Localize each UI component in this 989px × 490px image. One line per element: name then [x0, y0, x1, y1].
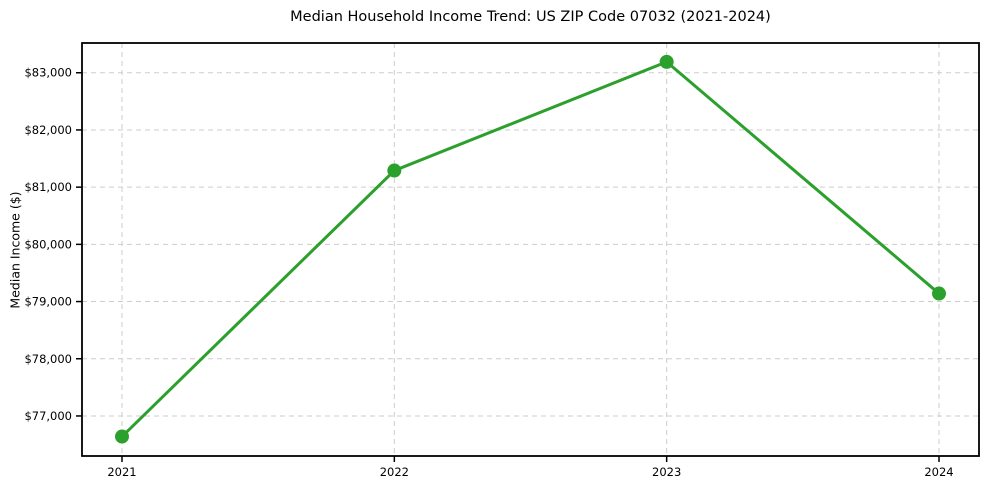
- data-point-marker: [387, 163, 402, 178]
- x-tick-label: 2024: [924, 465, 953, 479]
- x-tick-label: 2023: [652, 465, 681, 479]
- y-tick-label: $78,000: [24, 352, 72, 366]
- data-point-marker: [115, 429, 129, 444]
- trend-line: [120, 60, 941, 439]
- data-point-marker: [659, 54, 674, 69]
- tick-marks: [76, 71, 940, 462]
- chart-title: Median Household Income Trend: US ZIP Co…: [290, 9, 771, 25]
- y-tick-label: $79,000: [24, 295, 72, 309]
- y-tick-label: $80,000: [24, 237, 72, 251]
- y-tick-label: $81,000: [24, 180, 72, 194]
- x-tick-label: 2021: [107, 465, 136, 479]
- y-tick-label: $82,000: [24, 123, 72, 137]
- x-tick-label: 2022: [380, 465, 409, 479]
- y-tick-label: $77,000: [24, 409, 72, 423]
- data-point-marker: [932, 286, 946, 301]
- grid-lines: [82, 43, 979, 456]
- axes-frame: [81, 42, 980, 457]
- y-tick-label: $83,000: [24, 66, 72, 80]
